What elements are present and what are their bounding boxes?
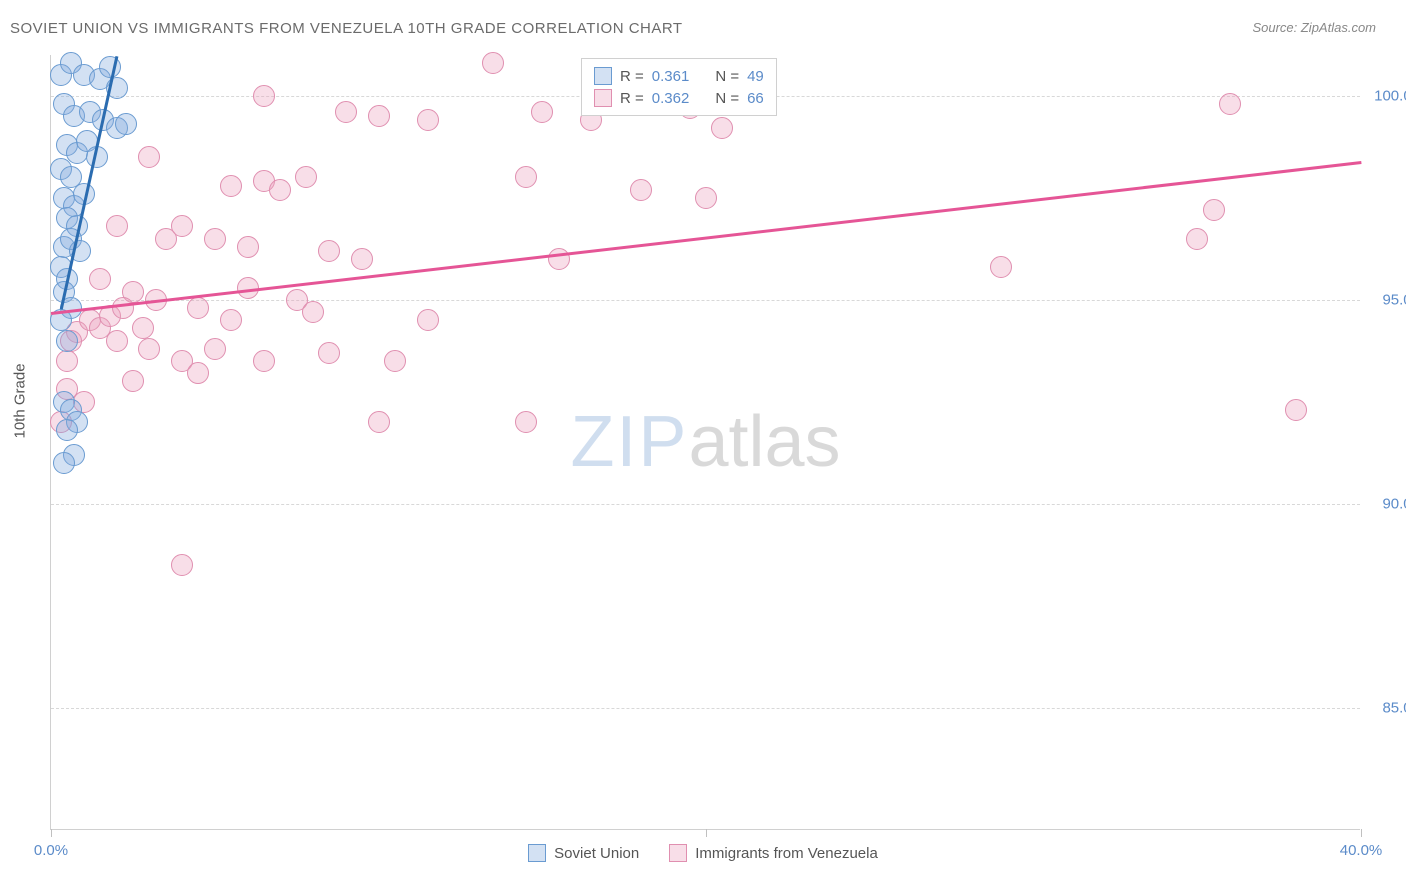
scatter-point <box>253 85 275 107</box>
legend-swatch <box>594 67 612 85</box>
stat-r-value: 0.361 <box>652 68 690 85</box>
scatter-point <box>531 101 553 123</box>
y-tick-label: 85.0% <box>1382 699 1406 716</box>
scatter-point <box>204 228 226 250</box>
legend-stats-row: R = 0.362 N = 66 <box>594 87 764 109</box>
legend-swatch <box>594 89 612 107</box>
scatter-point <box>1203 199 1225 221</box>
stat-n-value: 49 <box>747 68 764 85</box>
legend-label-soviet: Soviet Union <box>554 845 639 862</box>
scatter-point <box>115 113 137 135</box>
scatter-point <box>482 52 504 74</box>
legend-swatch-soviet <box>528 844 546 862</box>
scatter-point <box>122 370 144 392</box>
stat-n-label: N = <box>715 90 739 107</box>
y-tick-label: 95.0% <box>1382 291 1406 308</box>
scatter-point <box>1186 228 1208 250</box>
scatter-point <box>417 109 439 131</box>
scatter-point <box>695 187 717 209</box>
gridline <box>51 708 1360 709</box>
scatter-point <box>106 215 128 237</box>
scatter-point <box>132 317 154 339</box>
chart-title: SOVIET UNION VS IMMIGRANTS FROM VENEZUEL… <box>10 20 683 37</box>
scatter-point <box>253 350 275 372</box>
legend-swatch-venezuela <box>669 844 687 862</box>
scatter-point <box>171 215 193 237</box>
scatter-point <box>384 350 406 372</box>
stat-r-value: 0.362 <box>652 90 690 107</box>
stat-n-value: 66 <box>747 90 764 107</box>
scatter-point <box>99 56 121 78</box>
scatter-point <box>515 411 537 433</box>
x-tick <box>1361 829 1362 837</box>
scatter-point <box>548 248 570 270</box>
y-axis-label: 10th Grade <box>12 363 29 438</box>
scatter-point <box>204 338 226 360</box>
gridline <box>51 300 1360 301</box>
scatter-point <box>417 309 439 331</box>
scatter-point <box>56 419 78 441</box>
scatter-point <box>335 101 357 123</box>
scatter-point <box>1285 399 1307 421</box>
scatter-point <box>138 146 160 168</box>
scatter-point <box>112 297 134 319</box>
stat-r-label: R = <box>620 68 644 85</box>
scatter-point <box>1219 93 1241 115</box>
scatter-point <box>220 309 242 331</box>
scatter-point <box>295 166 317 188</box>
scatter-point <box>711 117 733 139</box>
scatter-point <box>220 175 242 197</box>
plot-area: 85.0%90.0%95.0%100.0%0.0%40.0%ZIPatlasR … <box>50 55 1360 830</box>
watermark: ZIPatlas <box>570 401 840 483</box>
scatter-point <box>56 330 78 352</box>
scatter-point <box>990 256 1012 278</box>
x-tick <box>706 829 707 837</box>
scatter-point <box>187 362 209 384</box>
legend-item-soviet: Soviet Union <box>528 844 639 862</box>
x-tick <box>51 829 52 837</box>
source-attribution: Source: ZipAtlas.com <box>1252 20 1376 35</box>
scatter-point <box>53 452 75 474</box>
scatter-point <box>318 342 340 364</box>
scatter-point <box>368 105 390 127</box>
scatter-point <box>351 248 373 270</box>
scatter-point <box>269 179 291 201</box>
scatter-point <box>89 268 111 290</box>
scatter-point <box>630 179 652 201</box>
scatter-point <box>302 301 324 323</box>
stat-r-label: R = <box>620 90 644 107</box>
gridline <box>51 504 1360 505</box>
scatter-point <box>56 350 78 372</box>
scatter-point <box>318 240 340 262</box>
y-tick-label: 90.0% <box>1382 495 1406 512</box>
legend-label-venezuela: Immigrants from Venezuela <box>695 845 878 862</box>
y-tick-label: 100.0% <box>1374 87 1406 104</box>
scatter-point <box>171 554 193 576</box>
scatter-point <box>187 297 209 319</box>
stat-n-label: N = <box>715 68 739 85</box>
legend-stats-row: R = 0.361 N = 49 <box>594 65 764 87</box>
scatter-point <box>515 166 537 188</box>
scatter-point <box>138 338 160 360</box>
legend-stats-box: R = 0.361 N = 49 R = 0.362 N = 66 <box>581 58 777 116</box>
scatter-point <box>237 236 259 258</box>
bottom-legend: Soviet Union Immigrants from Venezuela <box>0 844 1406 862</box>
scatter-point <box>368 411 390 433</box>
legend-item-venezuela: Immigrants from Venezuela <box>669 844 878 862</box>
